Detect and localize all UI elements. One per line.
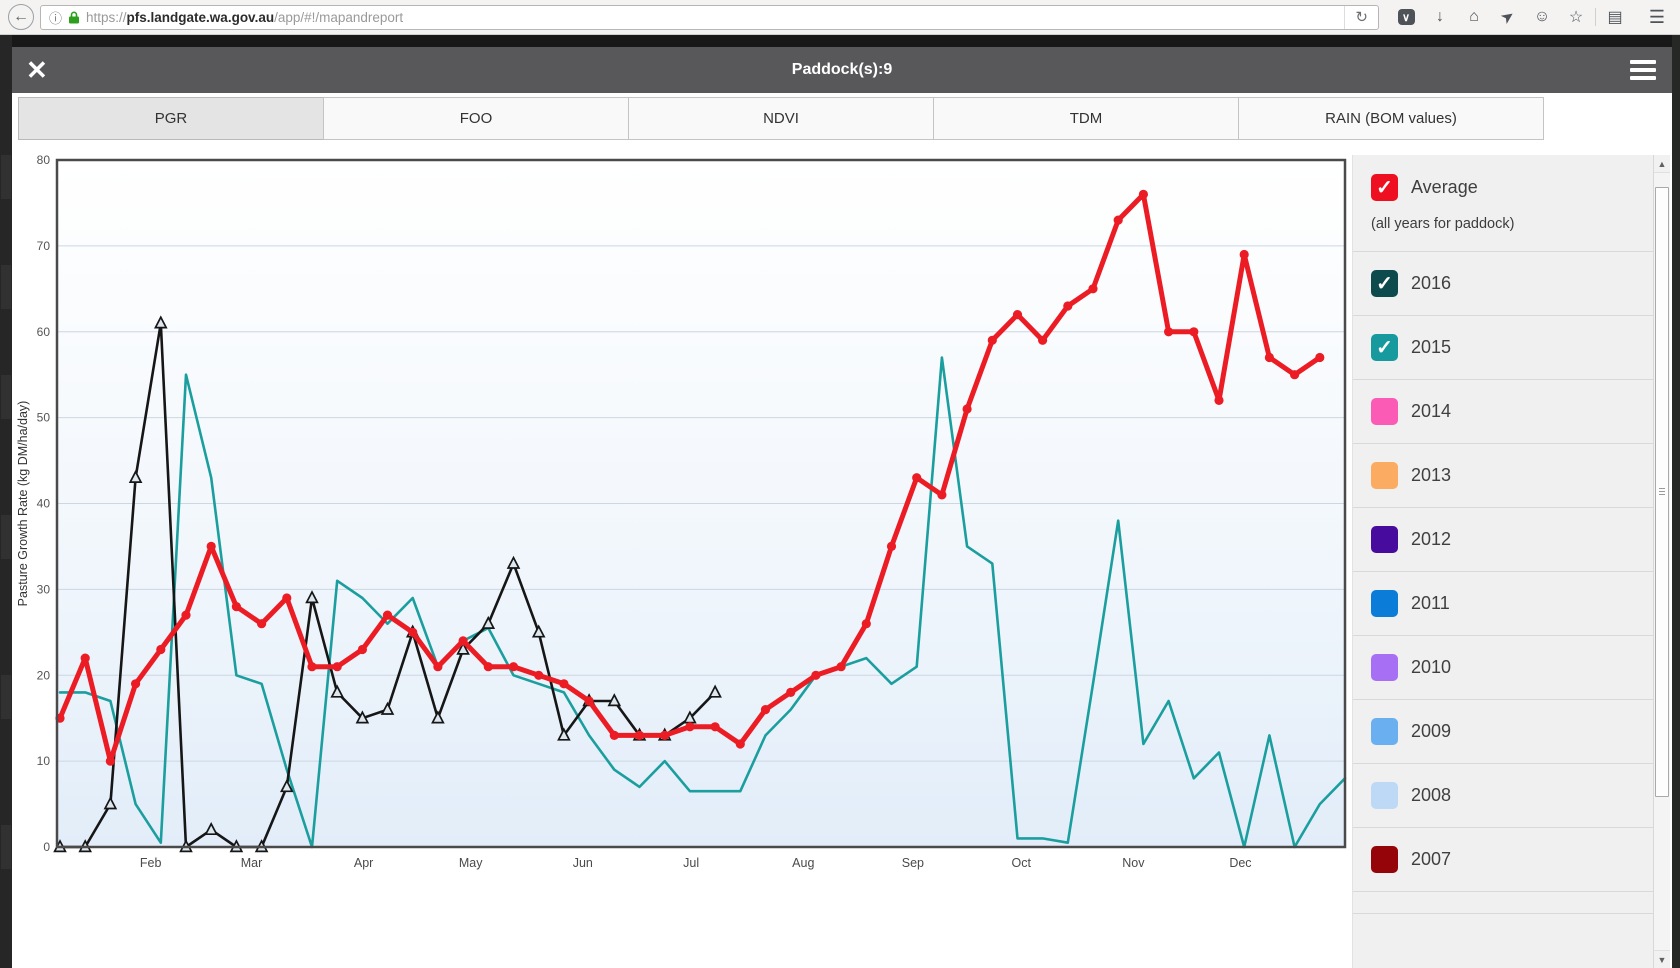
- url-prefix: https://: [86, 9, 127, 25]
- legend-scrollbar[interactable]: ▲ ▼: [1653, 155, 1670, 968]
- legend-item-average[interactable]: ✓ Average (all years for paddock): [1353, 155, 1653, 252]
- reload-button[interactable]: ↻: [1344, 5, 1378, 29]
- svg-text:40: 40: [37, 497, 51, 511]
- download-icon[interactable]: ↓: [1436, 8, 1444, 25]
- home-icon[interactable]: ⌂: [1469, 8, 1479, 25]
- dialog-header: ✕ Paddock(s):9: [12, 47, 1672, 93]
- svg-text:50: 50: [37, 411, 51, 425]
- legend-checkbox-2011[interactable]: [1371, 590, 1398, 617]
- legend-label: 2009: [1411, 721, 1452, 741]
- menu-icon[interactable]: ☰: [1648, 6, 1666, 27]
- map-page-background: ✕ Paddock(s):9 PGR FOO NDVI TDM RAIN (BOM va…: [0, 35, 1680, 968]
- legend-label: 2010: [1411, 657, 1452, 677]
- legend-checkbox-2009[interactable]: [1371, 718, 1398, 745]
- svg-text:20: 20: [37, 668, 51, 682]
- legend-item-2007[interactable]: 2007: [1353, 828, 1653, 892]
- browser-toolbar: ← ⓘ https://pfs.landgate.wa.gov.au/app/#…: [0, 0, 1680, 35]
- legend-label: 2008: [1411, 785, 1452, 805]
- svg-text:Jun: Jun: [573, 856, 593, 870]
- svg-text:0: 0: [43, 840, 50, 854]
- legend-item-2016[interactable]: ✓ 2016: [1353, 252, 1653, 316]
- url-text: https://pfs.landgate.wa.gov.au/app/#!/ma…: [86, 10, 1338, 25]
- legend-sublabel: (all years for paddock): [1371, 216, 1515, 232]
- svg-text:Aug: Aug: [792, 856, 814, 870]
- legend-item-2015[interactable]: ✓ 2015: [1353, 316, 1653, 380]
- legend-label: Average: [1411, 177, 1478, 197]
- svg-text:Mar: Mar: [241, 856, 263, 870]
- lock-icon: [68, 11, 80, 24]
- svg-text:Feb: Feb: [140, 856, 162, 870]
- legend-checkbox-2014[interactable]: [1371, 398, 1398, 425]
- feedback-icon[interactable]: ☺: [1533, 8, 1551, 25]
- tab-pgr[interactable]: PGR: [18, 97, 324, 140]
- svg-text:70: 70: [37, 239, 51, 253]
- legend-item-2011[interactable]: 2011: [1353, 572, 1653, 636]
- legend-item-2013[interactable]: 2013: [1353, 444, 1653, 508]
- tab-ndvi[interactable]: NDVI: [628, 97, 934, 140]
- star-icon[interactable]: ☆: [1568, 9, 1584, 26]
- legend-checkbox-2012[interactable]: [1371, 526, 1398, 553]
- clipboard-icon[interactable]: ▤: [1607, 9, 1623, 26]
- legend-label: 2013: [1411, 465, 1452, 485]
- legend-label: 2014: [1411, 401, 1452, 421]
- scrollbar-thumb[interactable]: [1655, 187, 1669, 797]
- close-icon[interactable]: ✕: [26, 55, 48, 85]
- dialog-title: Paddock(s):9: [791, 61, 893, 78]
- legend-label: 2007: [1411, 849, 1452, 869]
- svg-text:Sep: Sep: [902, 856, 924, 870]
- svg-text:Oct: Oct: [1012, 856, 1032, 870]
- svg-text:Jul: Jul: [683, 856, 699, 870]
- report-tabs: PGR FOO NDVI TDM RAIN (BOM values): [18, 97, 1672, 140]
- legend-label: 2015: [1411, 337, 1452, 357]
- legend-label: 2012: [1411, 529, 1452, 549]
- scroll-down-arrow[interactable]: ▼: [1654, 950, 1670, 968]
- background-page-edge-left: [0, 35, 12, 968]
- page-info-icon[interactable]: ⓘ: [49, 10, 63, 26]
- legend-item-2012[interactable]: 2012: [1353, 508, 1653, 572]
- svg-text:10: 10: [37, 754, 51, 768]
- toolbar-separator: [1595, 8, 1596, 26]
- svg-text:80: 80: [37, 153, 51, 167]
- url-path: /app/#!/mapandreport: [274, 9, 404, 25]
- browser-action-icons: ∨ ↓ ⌂ ➤ ☺ ☆ ▤ ☰: [1391, 4, 1672, 30]
- svg-text:Pasture Growth Rate (kg DM/ha/: Pasture Growth Rate (kg DM/ha/day): [16, 401, 30, 607]
- legend-checkbox-2016[interactable]: ✓: [1371, 270, 1398, 297]
- legend-checkbox-2007[interactable]: [1371, 846, 1398, 873]
- svg-text:Nov: Nov: [1122, 856, 1145, 870]
- url-bar[interactable]: ⓘ https://pfs.landgate.wa.gov.au/app/#!/…: [40, 4, 1379, 30]
- svg-text:May: May: [459, 856, 483, 870]
- legend-checkbox-2008[interactable]: [1371, 782, 1398, 809]
- send-icon[interactable]: ➤: [1497, 6, 1519, 29]
- series-legend-panel: ✓ Average (all years for paddock) ✓ 2016 ✓ 201…: [1352, 155, 1670, 968]
- background-page-edge-right: [1672, 35, 1680, 968]
- svg-text:Dec: Dec: [1229, 856, 1251, 870]
- tab-rain-bom-values[interactable]: RAIN (BOM values): [1238, 97, 1544, 140]
- back-button[interactable]: ←: [8, 4, 34, 30]
- legend-item-2014[interactable]: 2014: [1353, 380, 1653, 444]
- legend-item-2009[interactable]: 2009: [1353, 700, 1653, 764]
- legend-checkbox-2010[interactable]: [1371, 654, 1398, 681]
- scroll-up-arrow[interactable]: ▲: [1654, 155, 1670, 173]
- legend-checkbox-2015[interactable]: ✓: [1371, 334, 1398, 361]
- pgr-chart: 0 10 20 30 40 50 60 70 80 Feb Mar Apr May Jun Jul Aug Se…: [12, 150, 1357, 880]
- svg-text:Apr: Apr: [354, 856, 373, 870]
- legend-checkbox-average[interactable]: ✓: [1371, 174, 1398, 201]
- scrollbar-grip: [1659, 488, 1665, 497]
- tab-tdm[interactable]: TDM: [933, 97, 1239, 140]
- legend-item-2010[interactable]: 2010: [1353, 636, 1653, 700]
- legend-item-2008[interactable]: 2008: [1353, 764, 1653, 828]
- svg-text:60: 60: [37, 325, 51, 339]
- legend-label: 2016: [1411, 273, 1452, 293]
- svg-text:30: 30: [37, 582, 51, 596]
- pocket-icon[interactable]: ∨: [1391, 4, 1421, 30]
- url-domain: pfs.landgate.wa.gov.au: [126, 9, 275, 25]
- tab-foo[interactable]: FOO: [323, 97, 629, 140]
- hamburger-menu-icon[interactable]: [1628, 56, 1658, 84]
- legend-checkbox-2013[interactable]: [1371, 462, 1398, 489]
- legend-label: 2011: [1411, 593, 1450, 613]
- report-dialog: ✕ Paddock(s):9 PGR FOO NDVI TDM RAIN (BOM va…: [12, 47, 1672, 968]
